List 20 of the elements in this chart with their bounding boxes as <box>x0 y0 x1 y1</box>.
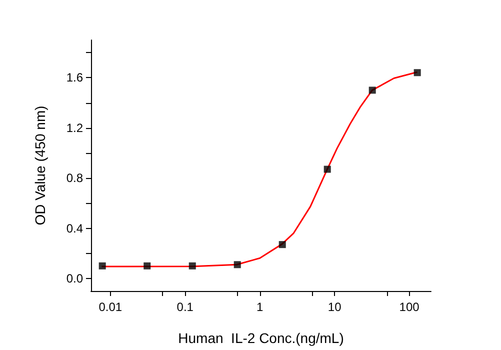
y-tick-label: 0.4 <box>66 221 84 236</box>
point <box>98 262 106 270</box>
point <box>144 262 151 270</box>
x-tick-label: 1 <box>256 300 264 314</box>
point <box>324 166 331 173</box>
x-tick-label: 100 <box>399 300 420 314</box>
point <box>414 69 421 76</box>
point <box>368 86 376 94</box>
y-tick-label: 1.2 <box>66 120 84 135</box>
x-tick-label: 0.1 <box>176 300 194 314</box>
y-tick-label: 0.8 <box>66 171 84 186</box>
y-axis-title: OD Value (450 nm) <box>32 106 48 226</box>
point <box>188 262 196 270</box>
y-tick-label: 0.0 <box>66 271 84 286</box>
x-axis-title: Human IL-2 Conc.(ng/mL) <box>178 330 344 346</box>
point <box>234 261 241 268</box>
x-tick-label: 10 <box>328 300 342 314</box>
x-tick-label: 0.01 <box>98 300 122 314</box>
y-tick-label: 1.6 <box>66 70 84 85</box>
point <box>278 241 286 248</box>
